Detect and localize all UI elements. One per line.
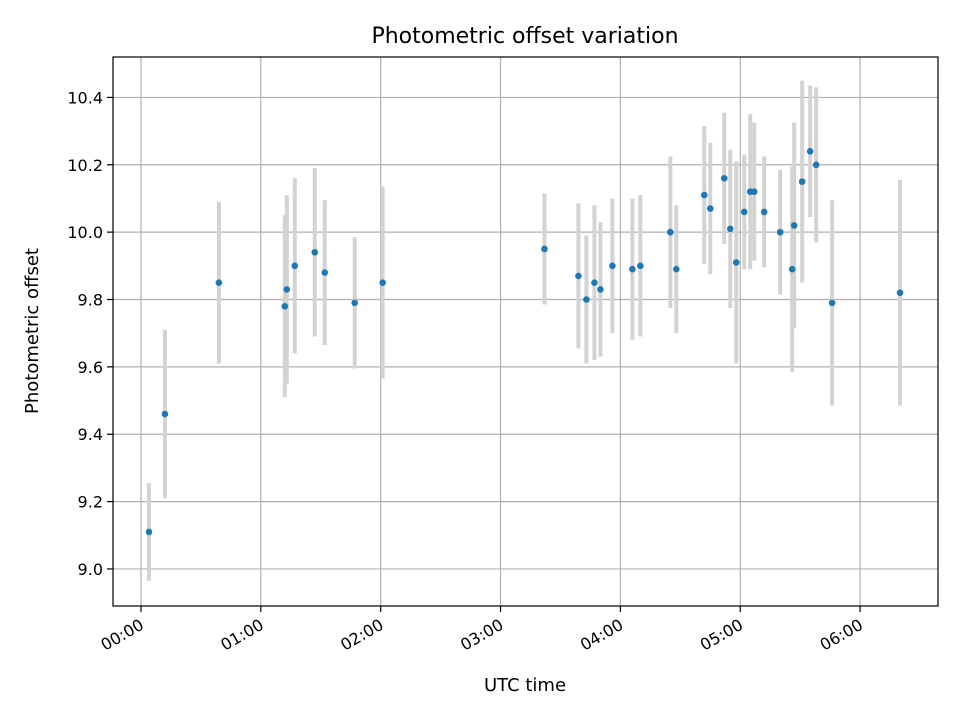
data-point	[379, 279, 386, 286]
data-points	[145, 148, 904, 536]
y-tick-label: 9.8	[78, 291, 103, 310]
data-point	[541, 245, 548, 253]
y-tick-label: 10.2	[67, 156, 103, 175]
y-tick-label: 9.2	[78, 493, 103, 512]
data-point	[812, 161, 820, 169]
y-tick-label: 9.6	[78, 358, 103, 377]
x-tick-label: 00:00	[98, 615, 147, 655]
data-point	[609, 262, 616, 270]
data-point	[575, 272, 582, 280]
y-tick-label: 10.0	[67, 223, 103, 242]
data-point	[583, 296, 590, 303]
data-point	[629, 265, 636, 273]
data-point	[667, 228, 674, 236]
data-point	[790, 222, 798, 229]
x-axis-label: UTC time	[484, 675, 566, 696]
data-point	[732, 259, 740, 266]
x-tick-label: 04:00	[577, 615, 626, 655]
data-point	[760, 208, 768, 216]
x-tick-label: 03:00	[457, 615, 506, 655]
y-axis-label: Photometric offset	[22, 248, 43, 414]
y-tick-label: 9.4	[78, 425, 103, 444]
data-point	[215, 279, 223, 286]
data-point	[700, 191, 708, 199]
data-point	[145, 528, 153, 536]
data-point	[281, 302, 289, 310]
data-point	[750, 188, 758, 196]
y-tick-label: 10.4	[67, 88, 103, 107]
data-point	[828, 299, 836, 307]
data-point	[896, 289, 904, 297]
data-point	[726, 225, 734, 233]
plot-frame	[112, 56, 939, 607]
data-point	[776, 228, 784, 236]
x-tick-label: 05:00	[697, 615, 746, 655]
data-point	[597, 286, 604, 293]
data-point	[637, 262, 644, 270]
data-point	[720, 174, 728, 182]
data-point	[311, 249, 319, 256]
data-point	[740, 208, 748, 216]
data-point	[798, 178, 806, 185]
data-point	[788, 265, 796, 273]
y-axis-ticks: 9.0 9.2 9.4 9.6 9.8 10.0 10.2 10.4	[67, 88, 113, 579]
data-point	[806, 148, 814, 155]
error-bars	[146, 80, 903, 581]
data-point	[673, 265, 680, 273]
data-point	[291, 262, 299, 270]
data-point	[321, 269, 329, 276]
x-tick-label: 01:00	[217, 615, 266, 655]
data-point	[351, 299, 359, 307]
data-point	[283, 286, 291, 293]
data-point	[161, 410, 169, 418]
x-tick-label: 02:00	[337, 615, 386, 655]
data-point	[591, 279, 598, 286]
chart-title: Photometric offset variation	[371, 24, 678, 49]
x-axis-ticks: 00:00 01:00 02:00 03:00 04:00 05:00 06:00	[98, 606, 866, 655]
x-tick-label: 06:00	[817, 615, 866, 655]
data-point	[706, 205, 714, 212]
y-tick-label: 9.0	[78, 560, 103, 579]
